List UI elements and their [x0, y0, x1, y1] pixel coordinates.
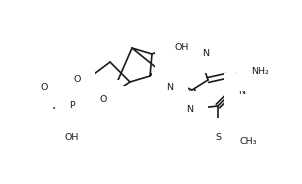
Text: NH₂: NH₂ [251, 68, 269, 77]
Text: N: N [203, 49, 210, 59]
Text: P: P [69, 100, 75, 109]
Text: OH: OH [98, 100, 112, 109]
Text: N: N [239, 88, 246, 96]
Text: N: N [166, 84, 174, 93]
Text: CH₃: CH₃ [239, 137, 257, 146]
Text: O: O [73, 75, 81, 84]
Text: OH: OH [169, 59, 183, 68]
Text: OH: OH [175, 43, 189, 52]
Text: N: N [187, 105, 194, 114]
Text: OH: OH [65, 134, 79, 142]
Text: S: S [215, 132, 221, 141]
Text: O: O [99, 95, 107, 103]
Text: O: O [40, 84, 48, 93]
